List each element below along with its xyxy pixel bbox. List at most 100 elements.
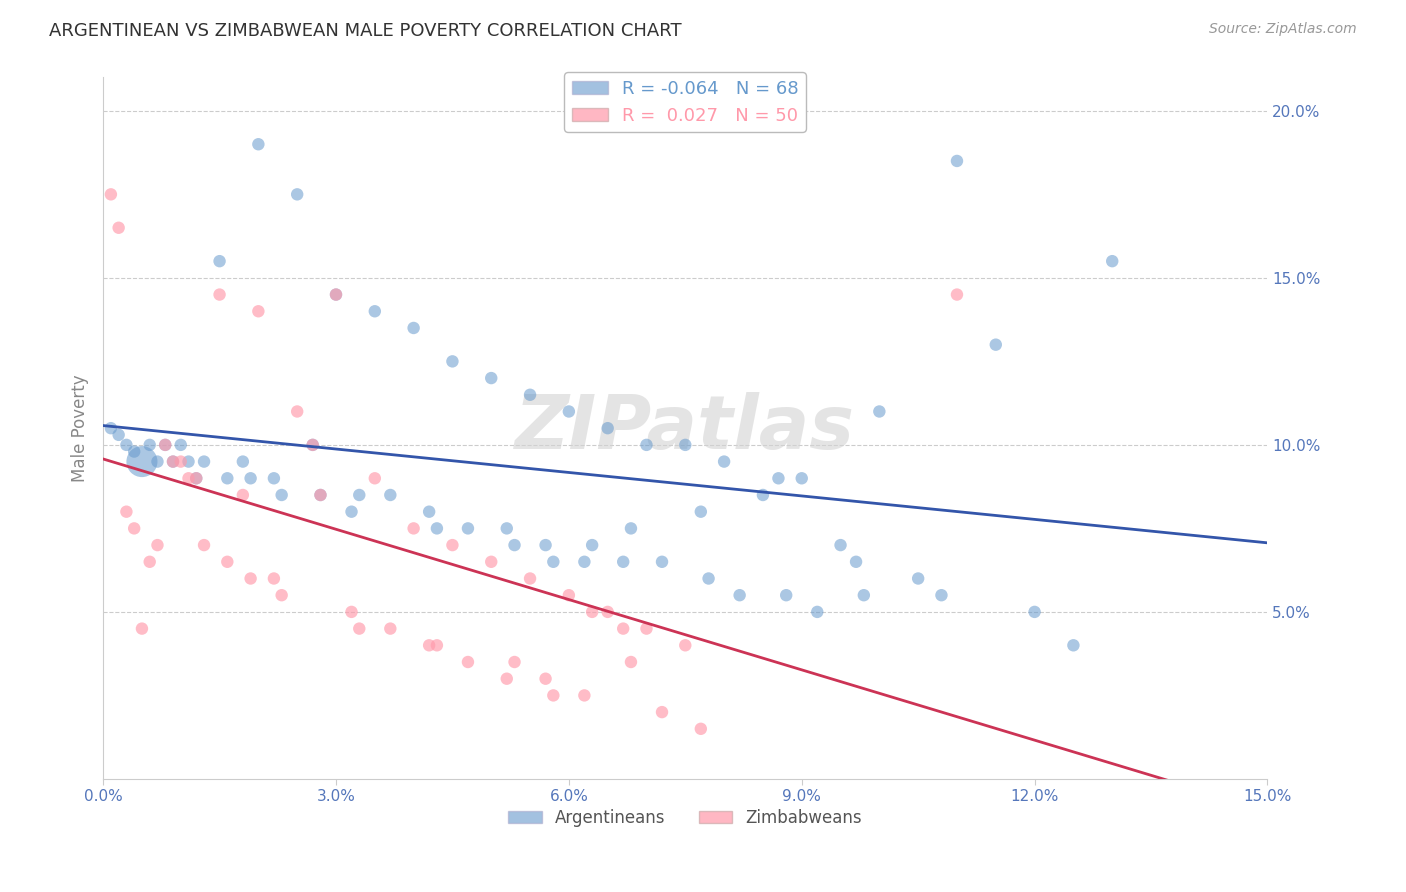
Point — [543, 555, 565, 569]
Point — [457, 521, 479, 535]
Point — [380, 622, 402, 636]
Point — [349, 488, 371, 502]
Point — [325, 287, 347, 301]
Point — [364, 304, 387, 318]
Point — [193, 538, 215, 552]
Point — [543, 689, 565, 703]
Point — [503, 655, 526, 669]
Point — [340, 505, 363, 519]
Point — [177, 454, 200, 468]
Point — [673, 438, 696, 452]
Point — [728, 588, 751, 602]
Point — [155, 438, 177, 452]
Point — [441, 538, 464, 552]
Point — [581, 538, 603, 552]
Point — [636, 438, 658, 452]
Point — [402, 521, 425, 535]
Point — [534, 672, 557, 686]
Point — [301, 438, 323, 452]
Point — [115, 505, 138, 519]
Point — [503, 538, 526, 552]
Point — [519, 388, 541, 402]
Point — [349, 622, 371, 636]
Point — [596, 421, 619, 435]
Point — [806, 605, 828, 619]
Point — [713, 454, 735, 468]
Point — [574, 689, 596, 703]
Point — [418, 505, 440, 519]
Point — [830, 538, 852, 552]
Point — [340, 605, 363, 619]
Point — [186, 471, 208, 485]
Point — [768, 471, 790, 485]
Point — [689, 722, 711, 736]
Legend: Argentineans, Zimbabweans: Argentineans, Zimbabweans — [502, 803, 869, 834]
Point — [186, 471, 208, 485]
Point — [100, 187, 122, 202]
Point — [107, 220, 129, 235]
Point — [479, 555, 502, 569]
Point — [247, 304, 270, 318]
Text: Source: ZipAtlas.com: Source: ZipAtlas.com — [1209, 22, 1357, 37]
Point — [138, 438, 160, 452]
Point — [495, 672, 517, 686]
Point — [208, 287, 231, 301]
Point — [581, 605, 603, 619]
Point — [270, 488, 292, 502]
Point — [479, 371, 502, 385]
Point — [984, 337, 1007, 351]
Point — [170, 438, 193, 452]
Point — [636, 622, 658, 636]
Point — [217, 471, 239, 485]
Point — [146, 454, 169, 468]
Point — [122, 444, 145, 458]
Point — [673, 638, 696, 652]
Point — [285, 404, 308, 418]
Point — [907, 572, 929, 586]
Point — [852, 588, 875, 602]
Point — [177, 471, 200, 485]
Point — [931, 588, 953, 602]
Point — [457, 655, 479, 669]
Point — [325, 287, 347, 301]
Point — [263, 572, 285, 586]
Point — [364, 471, 387, 485]
Point — [208, 254, 231, 268]
Point — [285, 187, 308, 202]
Point — [146, 538, 169, 552]
Point — [162, 454, 184, 468]
Point — [247, 137, 270, 152]
Point — [697, 572, 720, 586]
Point — [1101, 254, 1123, 268]
Point — [534, 538, 557, 552]
Text: ZIPatlas: ZIPatlas — [515, 392, 855, 465]
Point — [309, 488, 332, 502]
Point — [301, 438, 323, 452]
Point — [263, 471, 285, 485]
Point — [309, 488, 332, 502]
Point — [596, 605, 619, 619]
Point — [193, 454, 215, 468]
Point — [574, 555, 596, 569]
Point — [232, 488, 254, 502]
Point — [689, 505, 711, 519]
Point — [418, 638, 440, 652]
Point — [612, 622, 634, 636]
Point — [100, 421, 122, 435]
Point — [162, 454, 184, 468]
Y-axis label: Male Poverty: Male Poverty — [72, 375, 89, 482]
Text: ARGENTINEAN VS ZIMBABWEAN MALE POVERTY CORRELATION CHART: ARGENTINEAN VS ZIMBABWEAN MALE POVERTY C… — [49, 22, 682, 40]
Point — [122, 521, 145, 535]
Point — [495, 521, 517, 535]
Point — [775, 588, 797, 602]
Point — [558, 404, 581, 418]
Point — [752, 488, 775, 502]
Point — [270, 588, 292, 602]
Point — [651, 705, 673, 719]
Point — [115, 438, 138, 452]
Point — [402, 321, 425, 335]
Point — [426, 521, 449, 535]
Point — [131, 622, 153, 636]
Point — [107, 428, 129, 442]
Point — [441, 354, 464, 368]
